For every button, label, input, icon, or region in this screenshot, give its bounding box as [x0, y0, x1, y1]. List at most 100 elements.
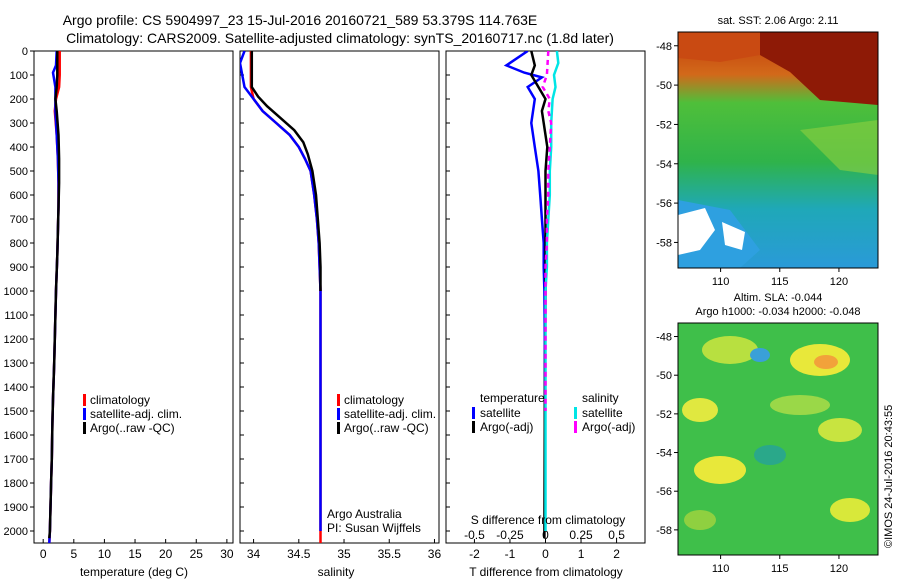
depth-tick-label: 1600 [4, 430, 28, 442]
sla-map-title-line2: Argo h1000: -0.034 h2000: -0.048 [695, 306, 860, 318]
salinity-series [240, 51, 322, 543]
legend-label-t-satellite: satellite [480, 406, 521, 420]
s-diff-tick-label: -0.25 [496, 528, 524, 542]
temperature-x-label: temperature (deg C) [80, 565, 188, 579]
depth-tick-label: 400 [10, 142, 28, 154]
depth-tick-label: 2000 [4, 526, 28, 538]
legend-swatch-argo [337, 422, 340, 434]
sla-blob [818, 418, 862, 442]
attribution-line1: Argo Australia [327, 507, 402, 521]
legend-label-s-satellite: satellite [582, 406, 623, 420]
temperature-series [48, 51, 61, 543]
sst-warm-region [760, 32, 878, 105]
depth-tick-label: 1700 [4, 454, 28, 466]
depth-tick-label: 1200 [4, 334, 28, 346]
temperature-plot-frame [33, 50, 234, 544]
lat-tick-label: -56 [656, 198, 672, 210]
depth-tick-label: 300 [10, 118, 28, 130]
series-line-salinity-argo-adj- [541, 51, 553, 411]
salinity-x-label: salinity [318, 565, 355, 579]
depth-tick-label: 1300 [4, 358, 28, 370]
temperature-legend: climatology satellite-adj. clim. Argo(..… [83, 393, 182, 435]
legend-swatch-s-satellite [574, 407, 577, 419]
depth-tick-label: 1100 [4, 310, 28, 322]
sst-missing-data-2 [722, 222, 745, 250]
depth-tick-label: 1900 [4, 502, 28, 514]
x-tick-label: 5 [70, 547, 77, 561]
x-tick-label: 20 [159, 547, 173, 561]
series-line-satellite-adj-clim- [240, 51, 322, 531]
sst-mid-region [800, 120, 878, 175]
sst-map [677, 31, 879, 269]
legend-swatch-s-argo [574, 421, 577, 433]
lat-tick-label: -50 [656, 370, 672, 382]
lat-tick-label: -50 [656, 80, 672, 92]
attribution-line2: PI: Susan Wijffels [327, 521, 421, 535]
depth-tick-label: 200 [10, 94, 28, 106]
series-line-climatology [249, 51, 322, 543]
chart-title-line1: Argo profile: CS 5904997_23 15-Jul-2016 … [63, 12, 538, 28]
x-tick-label: -2 [469, 547, 480, 561]
difference-legend: temperature salinity satellite Argo(-adj… [472, 391, 635, 434]
lat-tick-label: -54 [656, 448, 672, 460]
s-diff-tick-label: 0.25 [569, 528, 593, 542]
x-tick-label: -1 [505, 547, 516, 561]
legend-label-satellite: satellite-adj. clim. [90, 407, 182, 421]
lat-tick-label: -58 [656, 237, 672, 249]
s-diff-tick-label: -0.5 [464, 528, 485, 542]
series-line-temperature-satellite [503, 51, 547, 531]
salinity-x-axis: 34 34.5 35 35.5 36 [247, 539, 441, 561]
legend-label-argo: Argo(..raw -QC) [344, 421, 429, 435]
legend-label-climatology: climatology [90, 393, 150, 407]
s-diff-tick-label: 0.5 [608, 528, 625, 542]
sla-blob [754, 445, 786, 465]
salinity-legend: climatology satellite-adj. clim. Argo(..… [337, 393, 436, 435]
legend-swatch-t-argo [472, 421, 475, 433]
lon-tick-label: 120 [830, 276, 848, 288]
sla-blob [684, 510, 716, 530]
depth-tick-label: 500 [10, 166, 28, 178]
sst-missing-data [678, 208, 715, 255]
sla-blob [814, 355, 838, 369]
legend-label-satellite: satellite-adj. clim. [344, 407, 436, 421]
x-tick-label: 34.5 [287, 547, 311, 561]
lat-tick-label: -48 [656, 41, 672, 53]
depth-tick-label: 700 [10, 214, 28, 226]
lat-tick-label: -54 [656, 159, 672, 171]
sst-lon-axis: 110 115 120 [712, 268, 848, 288]
sla-blob [702, 336, 758, 364]
sla-blob [694, 456, 746, 484]
sst-map-title: sat. SST: 2.06 Argo: 2.11 [718, 15, 839, 27]
depth-tick-label: 900 [10, 262, 28, 274]
sla-map-title-line1: Altim. SLA: -0.044 [734, 292, 823, 304]
x-tick-label: 0 [542, 547, 549, 561]
lon-tick-label: 115 [771, 563, 789, 575]
sla-blob [830, 498, 870, 522]
x-tick-label: 0 [40, 547, 47, 561]
lon-tick-label: 110 [712, 276, 730, 288]
sla-map-frame [677, 322, 879, 556]
depth-tick-label: 1400 [4, 382, 28, 394]
x-tick-label: 35.5 [378, 547, 402, 561]
lat-tick-label: -52 [656, 409, 672, 421]
legend-label-argo: Argo(..raw -QC) [90, 421, 175, 435]
x-tick-label: 15 [128, 547, 142, 561]
depth-axis: 0 100 200 300 400 500 600 700 800 900 1000 1100 1200… [4, 46, 450, 538]
depth-tick-label: 1800 [4, 478, 28, 490]
depth-tick-label: 600 [10, 190, 28, 202]
sst-warm-region-west [678, 32, 760, 62]
sla-blob [750, 348, 770, 362]
legend-swatch-t-satellite [472, 407, 475, 419]
depth-tick-label: 1500 [4, 406, 28, 418]
depth-tick-label: 800 [10, 238, 28, 250]
x-tick-label: 1 [578, 547, 585, 561]
lon-tick-label: 115 [771, 276, 789, 288]
legend-swatch-satellite [83, 408, 86, 420]
sst-lat-axis: -48 -50 -52 -54 -56 -58 [656, 41, 678, 249]
x-tick-label: 25 [190, 547, 204, 561]
depth-tick-label: 0 [22, 46, 28, 58]
difference-series [503, 51, 560, 539]
x-tick-label: 2 [613, 547, 620, 561]
sla-map [677, 322, 879, 556]
